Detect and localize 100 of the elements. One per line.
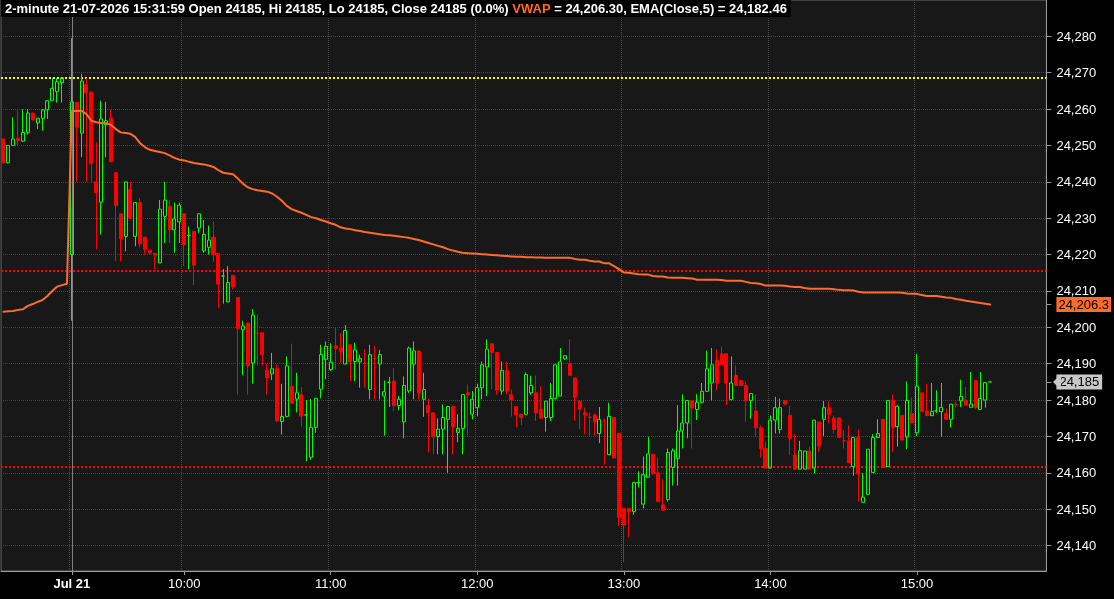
candlestick <box>197 212 201 234</box>
candlestick <box>387 376 391 408</box>
candlestick <box>466 383 470 437</box>
candlestick <box>729 355 733 401</box>
candlestick <box>417 350 421 400</box>
candlestick <box>80 73 84 158</box>
candlestick <box>895 404 899 448</box>
candlestick <box>382 379 386 437</box>
candlestick <box>114 172 118 262</box>
candlestick <box>783 399 787 406</box>
candlestick <box>690 400 694 449</box>
candlestick <box>749 393 753 420</box>
candlestick <box>31 112 35 121</box>
y-tick-label: 24,270 <box>1056 65 1097 81</box>
candlestick <box>241 320 245 376</box>
y-tick-label: 24,180 <box>1056 392 1097 408</box>
candlestick <box>900 414 904 441</box>
candlestick <box>847 424 851 464</box>
y-tick-label: 24,260 <box>1056 101 1097 117</box>
y-tick-label: 24,230 <box>1056 210 1097 226</box>
candlestick <box>373 345 377 400</box>
x-tick-label: 14:00 <box>754 576 787 591</box>
candlestick <box>509 389 513 417</box>
text: VWAP <box>512 1 551 16</box>
candlestick <box>573 377 577 422</box>
candlestick <box>378 349 382 400</box>
y-tick-label: 24,210 <box>1056 283 1097 299</box>
candlestick <box>505 361 509 396</box>
candlestick <box>94 141 98 250</box>
candlestick <box>275 363 279 423</box>
y-tick-label: 24,170 <box>1056 428 1097 444</box>
candlestick <box>969 371 973 408</box>
candlestick <box>182 213 186 267</box>
candlestick <box>168 199 172 244</box>
chart-title: 2-minute 21-07-2026 15:31:59 Open 24185, Hi 24185, Lo 24185, Close 24185 (0.0%) <box>5 1 509 16</box>
candlestick <box>392 367 396 412</box>
candlestick <box>861 472 865 503</box>
y-tick-label: 24,250 <box>1056 137 1097 153</box>
line-series <box>2 109 992 313</box>
y-tick-label: 24,206.3 <box>1058 296 1110 312</box>
candlestick <box>231 274 235 290</box>
candlestick <box>1 138 5 164</box>
candlestick <box>817 421 821 453</box>
candlestick <box>812 419 816 474</box>
candlestick <box>290 343 294 405</box>
candlestick <box>75 102 79 183</box>
x-tick-label: 12:00 <box>461 576 494 591</box>
y-tick-label: 24,200 <box>1056 319 1097 335</box>
annotation: = 24,206.30, EMA(Close,5) = 24,182.46 <box>554 1 787 16</box>
candlestick <box>500 361 504 396</box>
candlestick <box>236 297 240 396</box>
x-tick-label: Jul 21 <box>53 576 91 591</box>
candlestick <box>304 399 308 462</box>
candlestick <box>597 406 601 444</box>
candlestick <box>974 379 978 410</box>
candlestick <box>959 379 963 408</box>
candlestick <box>295 372 299 413</box>
candlestick <box>270 352 274 381</box>
candlestick <box>348 344 352 382</box>
candlestick <box>343 324 347 365</box>
candlestick <box>851 437 855 477</box>
candlestick <box>563 355 567 361</box>
candlestick <box>568 338 572 376</box>
candlestick <box>939 382 943 438</box>
x-tick-label: 15:00 <box>900 576 934 591</box>
candlestick <box>910 397 914 424</box>
candlestick <box>251 308 255 385</box>
candlestick <box>607 402 611 456</box>
y-tick-label: 24,140 <box>1056 538 1097 554</box>
candlestick <box>109 109 113 163</box>
candlestick <box>299 386 303 428</box>
candlestick <box>148 249 152 256</box>
candlestick <box>128 181 132 219</box>
y-tick-label: 24,190 <box>1056 356 1097 372</box>
candlestick <box>451 405 455 455</box>
candlestick <box>133 202 137 247</box>
candlestick <box>226 265 230 304</box>
y-tick-label: 24,220 <box>1056 247 1097 263</box>
x-tick-label: 10:00 <box>167 576 201 591</box>
y-tick-label: 24,160 <box>1056 465 1097 481</box>
candlestick <box>661 478 665 511</box>
candlestick <box>593 413 597 437</box>
candlestick <box>602 418 606 465</box>
y-tick-label: 24,240 <box>1056 174 1097 190</box>
candlestick <box>368 344 372 400</box>
candlestick <box>329 342 333 372</box>
candlestick <box>905 381 909 450</box>
candlestick <box>422 372 426 418</box>
candlestick <box>944 407 948 421</box>
candlestick <box>949 403 953 428</box>
candlestick <box>891 393 895 453</box>
y-tick-label: 24,185 <box>1059 374 1100 390</box>
candlestick <box>265 363 269 396</box>
candlestick <box>915 353 919 437</box>
candlestick <box>886 399 890 468</box>
candlestick <box>119 213 123 262</box>
candlestick <box>964 386 968 406</box>
y-tick-label: 24,280 <box>1056 28 1097 44</box>
y-tick-label: 24,150 <box>1056 501 1097 517</box>
candlestick <box>246 322 250 396</box>
